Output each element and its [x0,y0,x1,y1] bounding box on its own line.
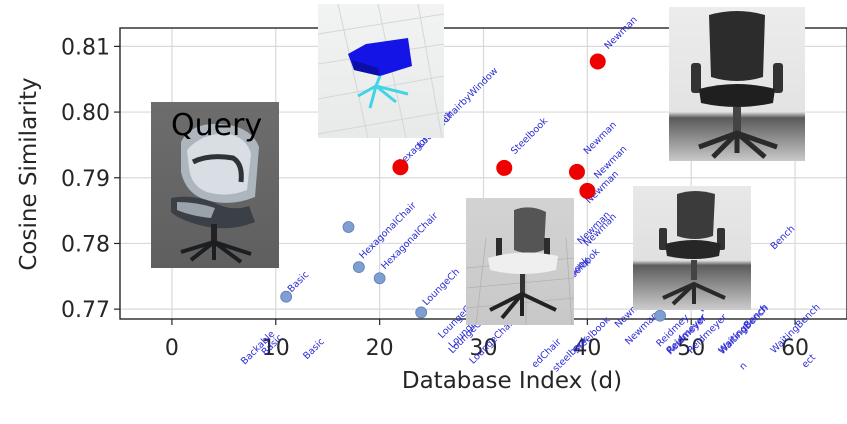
y-tick-label: 0.78 [61,232,110,257]
data-point [654,309,666,322]
data-point [280,290,293,303]
highlighted-data-point [496,159,513,176]
point-annotation: Basic [286,269,312,295]
y-axis-label: Cosine Similarity [16,77,42,270]
data-point [415,306,428,319]
query-image: Query [151,102,279,268]
highlighted-data-point [589,53,606,70]
point-annotation: LoungeCh [421,267,462,308]
x-tick-label: 40 [573,336,601,361]
office-chair-icon [659,191,726,306]
query-chair-icon [171,123,259,264]
y-tick-label: 0.81 [61,35,110,60]
mesh-chair-icon [466,207,574,325]
data-points [280,53,666,322]
axis-ticks: 0 10 20 30 40 50 60 0.77 0.78 0.79 0.80 0.81 [61,35,809,361]
point-annotation: HexagonalChair [379,211,440,272]
y-tick-label: 0.80 [61,101,110,126]
point-annotation: WaitingBench [717,303,771,357]
highlighted-data-point [568,163,585,180]
point-annotation: Steelbook [509,115,551,157]
render-thumbnail-blue-chair [318,4,444,138]
x-tick-label: 10 [262,336,290,361]
data-point [373,272,386,285]
query-label: Query [171,108,263,143]
y-tick-label: 0.77 [61,298,110,323]
highlighted-data-point [579,182,596,199]
x-tick-label: 20 [366,336,394,361]
point-annotation: Bench [769,223,798,252]
x-tick-label: 0 [165,336,179,361]
point-annotation: n [737,360,749,372]
point-annotation: Basic [301,336,327,362]
mesh-chair-thumbnail [466,198,574,325]
office-chair-icon [691,11,783,159]
highlighted-data-point [392,159,409,176]
y-tick-label: 0.79 [61,167,110,192]
blue-chair-icon [318,4,444,138]
point-annotation: HexagonalChair [357,200,418,261]
x-tick-label: 50 [677,336,705,361]
data-point [352,261,365,274]
x-axis-label: Database Index (d) [402,368,622,394]
x-tick-label: 30 [470,336,498,361]
x-tick-label: 60 [781,336,809,361]
office-chair-thumbnail-2 [633,186,751,310]
data-point [342,221,355,233]
office-chair-thumbnail-1 [669,7,805,161]
